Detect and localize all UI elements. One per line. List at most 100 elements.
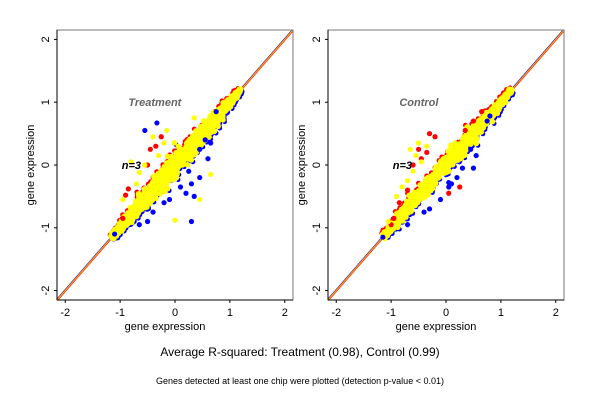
scatter-point <box>459 165 466 171</box>
scatter-point <box>462 138 469 145</box>
scatter-point <box>172 159 178 166</box>
y-tick-label: 2 <box>311 36 323 42</box>
scatter-point <box>385 226 392 232</box>
scatter-point <box>461 144 467 150</box>
scatter-point <box>153 143 159 149</box>
scatter-point <box>190 143 197 149</box>
x-tick-label: 0 <box>172 307 178 319</box>
scatter-point <box>127 217 133 224</box>
scatter-point <box>174 165 181 172</box>
scatter-point <box>172 170 178 176</box>
scatter-point <box>144 218 151 225</box>
scatter-point <box>425 191 431 198</box>
scatter-point <box>130 206 136 213</box>
y-tick-label: -1 <box>40 223 52 233</box>
x-axis-label: gene expression <box>396 321 477 333</box>
footnote: Genes detected at least one chip were pl… <box>156 376 444 386</box>
scatter-point <box>457 184 463 190</box>
scatter-point <box>426 206 433 212</box>
scatter-point <box>447 153 454 160</box>
scatter-point <box>404 178 411 184</box>
scatter-point <box>178 146 185 153</box>
scatter-point <box>230 93 237 100</box>
scatter-point <box>220 117 226 123</box>
scatter-point <box>439 165 446 171</box>
scatter-point <box>158 134 164 140</box>
scatter-point <box>481 113 488 119</box>
scatter-point <box>171 140 178 146</box>
scatter-point <box>206 123 213 129</box>
scatter-point <box>213 109 219 115</box>
scatter-point <box>456 156 462 162</box>
scatter-point <box>415 140 422 146</box>
y-tick-label: -2 <box>40 286 52 296</box>
scatter-point <box>396 200 402 206</box>
x-tick-label: 2 <box>282 307 288 319</box>
scatter-point <box>142 127 148 134</box>
scatter-point <box>417 195 424 202</box>
scatter-point <box>462 127 468 134</box>
scatter-point <box>394 193 400 199</box>
scatter-point <box>117 223 123 230</box>
scatter-point <box>391 215 397 221</box>
y-axis-label: gene expression <box>25 125 37 206</box>
scatter-point <box>112 231 118 237</box>
scatter-point <box>380 234 386 240</box>
x-tick-label: -1 <box>115 307 125 319</box>
scatter-point <box>468 138 475 145</box>
scatter-point <box>395 218 401 224</box>
scatter-point <box>476 123 483 130</box>
caption: Average R-squared: Treatment (0.98), Con… <box>160 345 439 359</box>
scatter-point <box>479 109 485 115</box>
y-tick-label: 1 <box>311 99 323 105</box>
scatter-point <box>155 152 162 159</box>
scatter-point <box>410 162 416 168</box>
y-tick-label: 1 <box>40 99 52 105</box>
scatter-point <box>406 202 413 208</box>
scatter-point <box>202 137 208 143</box>
scatter-point <box>142 162 148 168</box>
scatter-point <box>164 165 171 172</box>
plot-area <box>57 30 293 300</box>
scatter-point <box>184 145 190 152</box>
scatter-point <box>215 123 221 130</box>
scatter-point <box>189 151 195 158</box>
scatter-point <box>150 134 156 140</box>
scatter-point <box>152 175 158 182</box>
scatter-point <box>426 131 433 137</box>
scatter-point <box>161 200 167 206</box>
scatter-point <box>443 154 449 161</box>
scatter-point <box>498 101 505 108</box>
y-tick-label: -2 <box>311 286 323 296</box>
scatter-point <box>384 232 391 239</box>
scatter-point <box>407 146 413 152</box>
y-tick-label: 0 <box>40 162 52 168</box>
panel-treatment: -2 -2 -1 -1 0 0 1 1 2 2 gene expression gene expres… <box>25 29 294 333</box>
scatter-point <box>487 113 493 119</box>
scatter-point <box>120 196 126 203</box>
scatter-point <box>218 105 224 112</box>
scatter-point <box>500 96 507 102</box>
scatter-point <box>123 192 129 198</box>
scatter-point <box>473 152 479 159</box>
scatter-point <box>492 106 499 113</box>
scatter-point <box>150 209 156 215</box>
x-tick-label: 1 <box>227 307 233 319</box>
scatter-point <box>507 89 514 95</box>
scatter-point <box>134 202 140 209</box>
scatter-point <box>184 162 191 168</box>
scatter-point <box>404 187 411 193</box>
scatter-point <box>128 159 134 165</box>
x-tick-label: 1 <box>498 307 504 319</box>
x-tick-label: -1 <box>386 307 396 319</box>
scatter-point <box>478 119 485 125</box>
scatter-point <box>469 130 476 137</box>
scatter-point <box>426 181 432 188</box>
scatter-point <box>139 200 145 207</box>
scatter-point <box>401 208 408 215</box>
scatter-point <box>210 122 217 128</box>
scatter-point <box>182 152 189 159</box>
scatter-point <box>454 174 460 181</box>
sample-count-label: n=3 <box>393 160 412 172</box>
